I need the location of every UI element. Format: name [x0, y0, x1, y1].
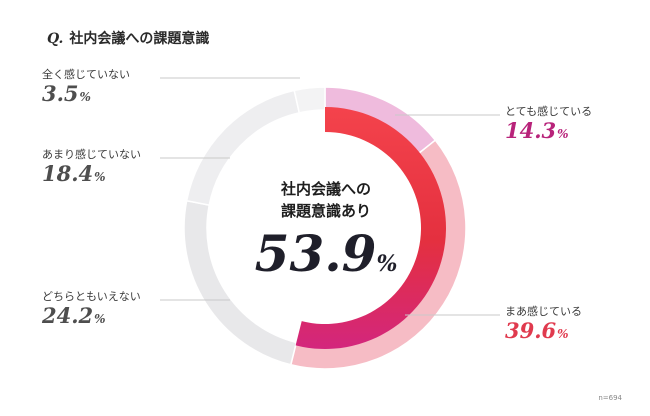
center-line-2: 課題意識あり [280, 202, 371, 220]
label-dochira: どちらともいえない 24.2% [42, 288, 141, 331]
center-value: 53.9% [254, 224, 398, 283]
slice-value: 3.5% [42, 81, 91, 106]
chart-title: Q. 社内会議への課題意識 [47, 28, 209, 48]
slice-value: 14.3% [505, 118, 569, 143]
label-amari: あまり感じていない 18.4% [42, 146, 141, 189]
question-mark-label: Q. [47, 31, 64, 47]
sample-size-note: n=694 [598, 394, 622, 402]
slice-name: とても感じている [505, 105, 593, 118]
center-summary: 社内会議への 課題意識あり 53.9% [226, 178, 426, 292]
outer-slice-4 [293, 86, 326, 114]
center-line-1: 社内会議への [280, 180, 371, 198]
slice-value: 39.6% [505, 318, 569, 343]
slice-value: 18.4% [42, 161, 106, 186]
slice-value: 24.2% [42, 303, 106, 328]
inner-ring-arc [295, 107, 447, 349]
label-maa: まあ感じている 39.6% [505, 303, 582, 346]
slice-name: 全く感じていない [42, 68, 130, 81]
slice-name: まあ感じている [505, 305, 582, 318]
label-totemo: とても感じている 14.3% [505, 103, 592, 146]
slice-name: どちらともいえない [42, 290, 141, 303]
label-zenzen: 全く感じていない 3.5% [42, 66, 130, 109]
question-text: 社内会議への課題意識 [69, 31, 210, 47]
slice-name: あまり感じていない [42, 148, 141, 161]
